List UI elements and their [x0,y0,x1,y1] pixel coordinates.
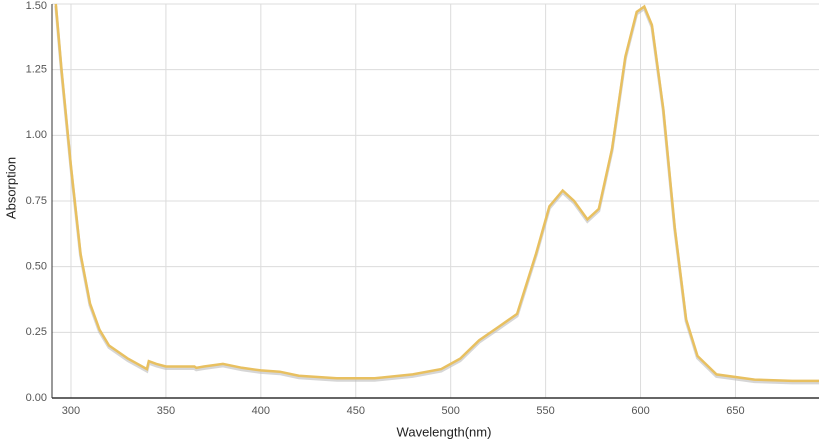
y-tick-label: 0.75 [26,195,47,207]
line [54,3,819,383]
y-tick-label: 1.25 [26,64,47,76]
x-tick-label: 650 [726,405,744,417]
x-tick-label: 600 [631,405,649,417]
y-axis-title: Absorption [3,157,18,219]
line-shadow [54,5,819,385]
x-tick-label: 450 [347,405,365,417]
x-tick-label: 350 [157,405,175,417]
y-tick-label: 0.25 [26,326,47,338]
y-tick-label: 0.00 [26,392,47,404]
x-tick-label: 500 [442,405,460,417]
y-tick-label: 1.50 [26,0,47,12]
x-tick-label: 400 [252,405,270,417]
x-tick-label: 550 [536,405,554,417]
x-tick-label: 300 [62,405,80,417]
y-tick-label: 1.00 [26,129,47,141]
y-tick-label: 0.50 [26,261,47,273]
x-axis-title: Wavelength(nm) [397,424,492,439]
